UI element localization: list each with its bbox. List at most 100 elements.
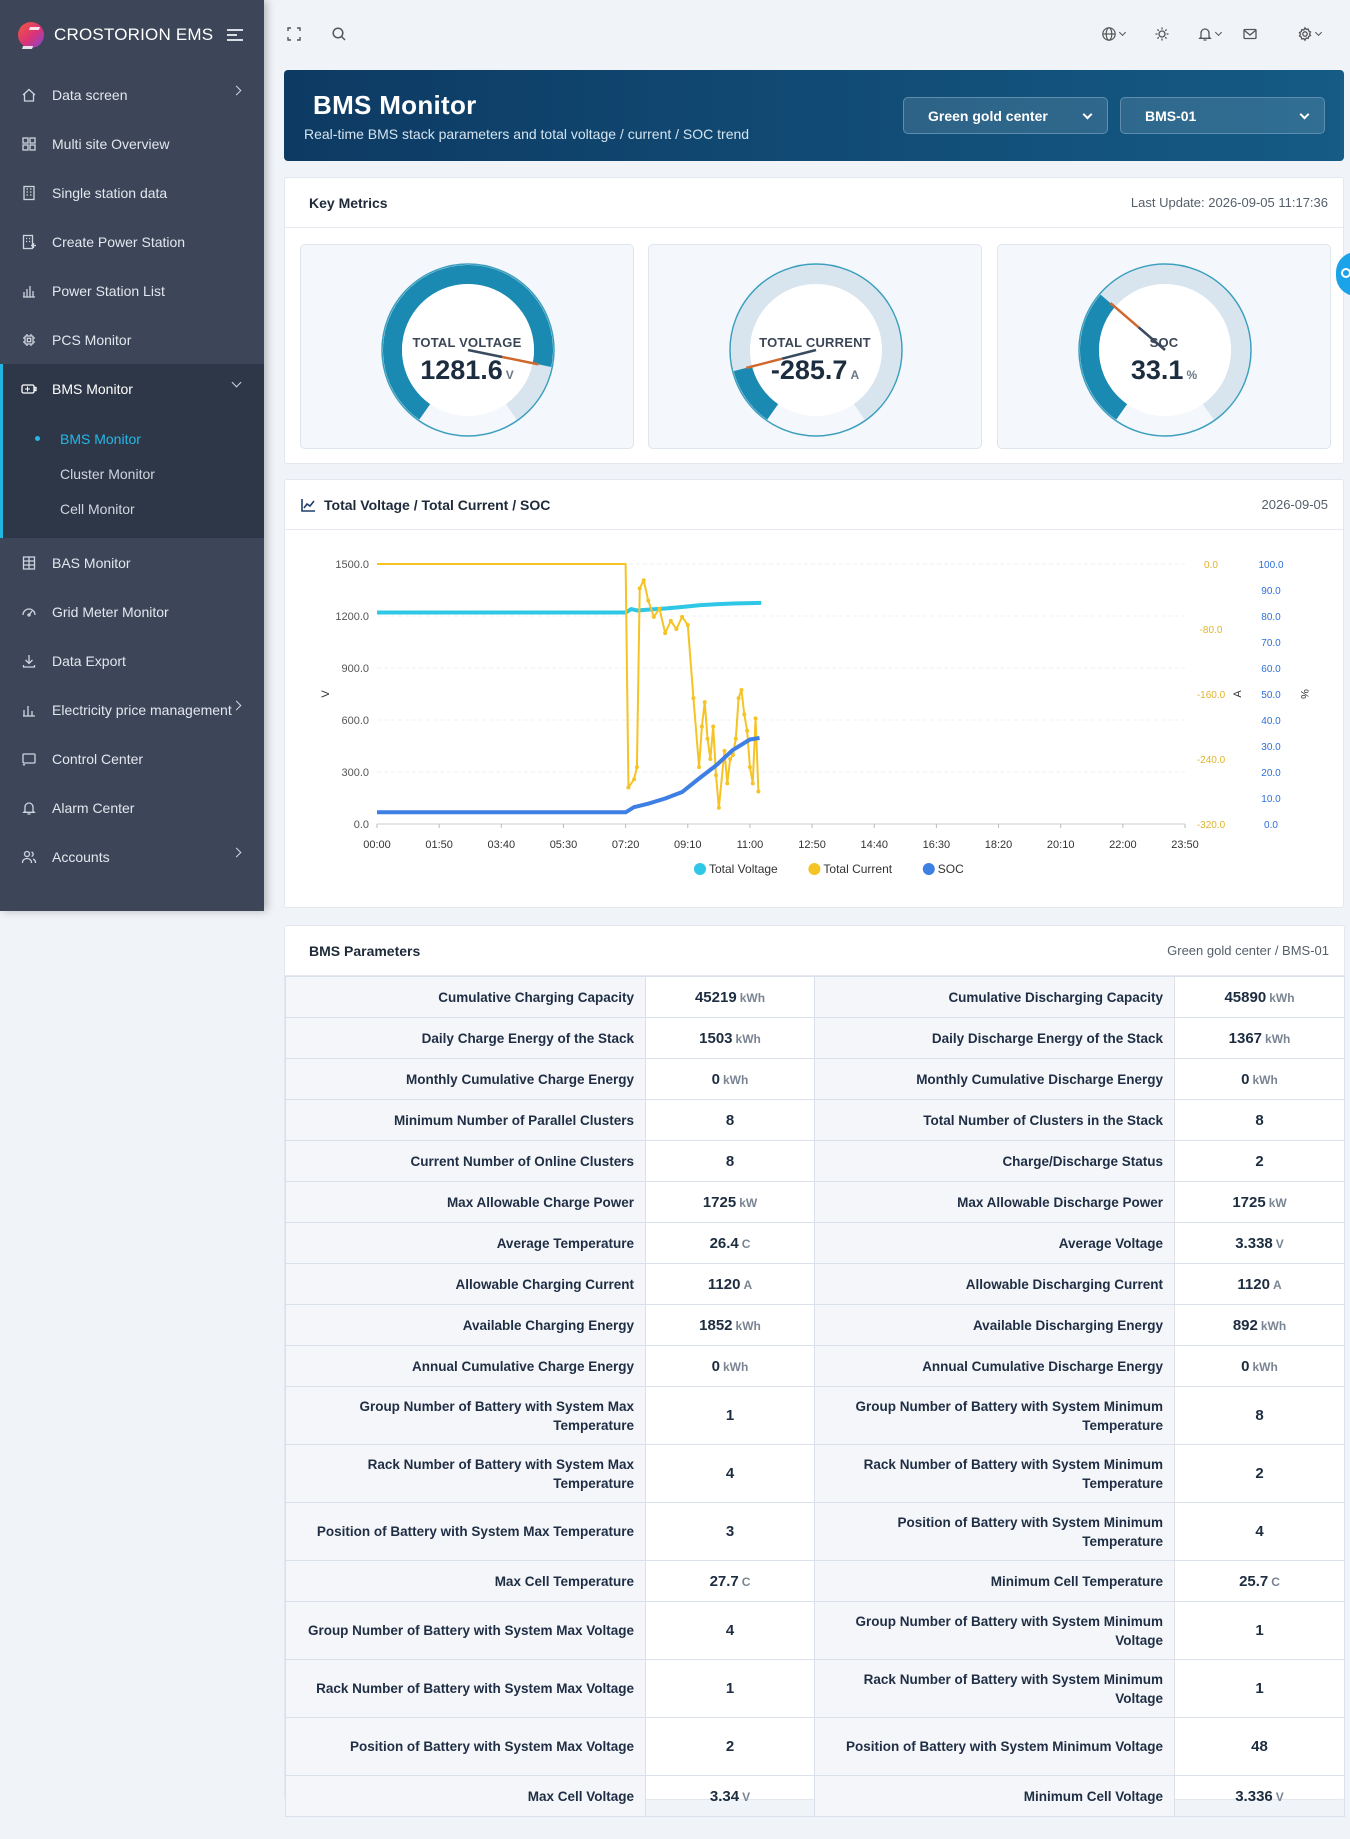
param-value: 1852 kWh (645, 1304, 815, 1346)
table-row: Rack Number of Battery with System Max T… (285, 1444, 1345, 1503)
sun-icon[interactable] (1152, 24, 1172, 44)
chip-icon (21, 332, 37, 348)
param-value: 1725 kW (645, 1181, 815, 1223)
x-tick-label: 03:40 (488, 839, 516, 851)
param-value-number: 4 (725, 1465, 735, 1482)
param-label: Position of Battery with System Max Volt… (285, 1717, 646, 1776)
submenu-item-cell-monitor[interactable]: Cell Monitor (60, 500, 135, 517)
gauge-card-total-voltage: TOTAL VOLTAGE 1281.6 V (300, 244, 634, 449)
submenu-item-cluster-monitor[interactable]: Cluster Monitor (60, 465, 155, 482)
y-tick-label-left: 900.0 (341, 663, 369, 675)
sidebar-item-data-export[interactable]: Data Export (0, 636, 264, 685)
settings-menu[interactable] (1294, 24, 1324, 44)
param-value: 1 (645, 1659, 815, 1718)
table-row: Max Cell Temperature 27.7 C Minimum Cell Te… (285, 1560, 1345, 1602)
mail-icon[interactable] (1240, 24, 1260, 44)
legend-label: Total Current (823, 862, 892, 876)
sidebar-item-label: Multi site Overview (52, 135, 170, 152)
param-label: Monthly Cumulative Discharge Energy (814, 1058, 1175, 1100)
sidebar-item-pcs-monitor[interactable]: PCS Monitor (0, 315, 264, 364)
param-value-number: 892 (1232, 1316, 1258, 1334)
search-icon[interactable] (329, 24, 349, 44)
series-line-total-voltage (377, 600, 762, 615)
station-select[interactable]: Green gold center (903, 97, 1108, 134)
sidebar-item-grid-meter-monitor[interactable]: Grid Meter Monitor (0, 587, 264, 636)
param-value-number: 8 (725, 1152, 735, 1170)
home-icon (21, 87, 37, 103)
grid-icon (21, 136, 37, 152)
sidebar-item-bms-monitor[interactable]: BMS Monitor (0, 364, 264, 413)
bms-parameters-table: Cumulative Charging Capacity 45219 kWh Cumu… (285, 976, 1345, 1817)
bms-parameters-title: BMS Parameters (309, 942, 421, 959)
bms-select-value: BMS-01 (1145, 107, 1197, 124)
data-point (626, 785, 631, 790)
param-label: Position of Battery with System Minimum … (814, 1502, 1175, 1561)
notifications-menu[interactable] (1194, 24, 1224, 44)
building-plus-icon (21, 234, 37, 250)
data-point (742, 712, 747, 717)
y-tick-label-left: 0.0 (354, 819, 369, 831)
y-tick-label-current: -160.0 (1197, 690, 1226, 701)
settings-icon (1298, 26, 1312, 42)
param-value-number: 0 (711, 1357, 720, 1375)
menu-toggle-icon[interactable] (227, 26, 243, 44)
sidebar-item-electricity-price-management[interactable]: Electricity price management (0, 685, 264, 734)
param-value-number: 0 (711, 1070, 720, 1088)
last-update: Last Update: 2026-09-05 11:17:36 (1130, 195, 1328, 210)
sidebar-item-label: Electricity price management (52, 701, 232, 718)
data-point (705, 736, 710, 741)
param-label: Cumulative Discharging Capacity (814, 976, 1175, 1018)
data-point (722, 748, 727, 753)
submenu-item-bms-monitor[interactable]: BMS Monitor (3, 421, 264, 456)
table-row: Group Number of Battery with System Max … (285, 1601, 1345, 1660)
param-unit: kWh (739, 990, 766, 1005)
sidebar-item-multi-site-overview[interactable]: Multi site Overview (0, 119, 264, 168)
chevron-right-icon (231, 700, 242, 711)
param-value-number: 1852 (699, 1316, 733, 1334)
gauge-dial (381, 263, 555, 437)
param-unit: kWh (1252, 1072, 1278, 1087)
param-value: 4 (1174, 1502, 1345, 1561)
param-unit: kW (739, 1195, 758, 1210)
sidebar-item-single-station-data[interactable]: Single station data (0, 168, 264, 217)
param-label: Charge/Discharge Status (814, 1140, 1175, 1182)
data-point (646, 598, 651, 603)
sidebar-item-power-station-list[interactable]: Power Station List (0, 266, 264, 315)
param-label: Rack Number of Battery with System Minim… (814, 1659, 1175, 1718)
sidebar-item-accounts[interactable]: Accounts (0, 832, 264, 881)
trend-header: Total Voltage / Total Current / SOC 2026… (285, 480, 1343, 530)
app-logo: CROSTORION EMS (0, 0, 264, 70)
gauge-value: -285.7 A (649, 355, 981, 386)
sidebar-item-control-center[interactable]: Control Center (0, 734, 264, 783)
x-tick-label: 22:00 (1109, 839, 1137, 851)
legend-label: Total Voltage (709, 862, 778, 876)
data-point (736, 696, 741, 701)
series-line-soc (377, 735, 760, 815)
y-tick-label-soc: 0.0 (1264, 820, 1278, 831)
sidebar-item-create-power-station[interactable]: Create Power Station (0, 217, 264, 266)
param-value-number: 1725 (702, 1193, 737, 1211)
data-point (739, 687, 744, 692)
app-name: CROSTORION EMS (54, 25, 214, 44)
y-tick-label-soc: 30.0 (1261, 742, 1281, 753)
gauge-card-soc: SOC 33.1% (997, 244, 1331, 449)
param-value: 3.336 V (1174, 1775, 1345, 1817)
param-value: 8 (645, 1140, 815, 1182)
x-tick-label: 18:20 (985, 839, 1013, 851)
x-tick-label: 16:30 (923, 839, 951, 851)
legend-marker (922, 863, 935, 875)
sidebar-item-data-screen[interactable]: Data screen (0, 70, 264, 119)
param-unit: kWh (1252, 1359, 1278, 1374)
fullscreen-icon[interactable] (284, 24, 304, 44)
param-label: Position of Battery with System Minimum … (814, 1717, 1175, 1776)
param-value: 8 (1174, 1099, 1345, 1141)
language-menu[interactable] (1098, 24, 1128, 44)
sidebar-item-bas-monitor[interactable]: BAS Monitor (0, 538, 264, 587)
sidebar-item-alarm-center[interactable]: Alarm Center (0, 783, 264, 832)
x-tick-label: 05:30 (550, 839, 578, 851)
key-metrics-title: Key Metrics (309, 194, 388, 211)
param-label: Group Number of Battery with System Mini… (814, 1601, 1175, 1660)
param-value: 45890 kWh (1174, 976, 1345, 1018)
bms-select[interactable]: BMS-01 (1120, 97, 1325, 134)
chevron-down-icon (1082, 109, 1093, 120)
